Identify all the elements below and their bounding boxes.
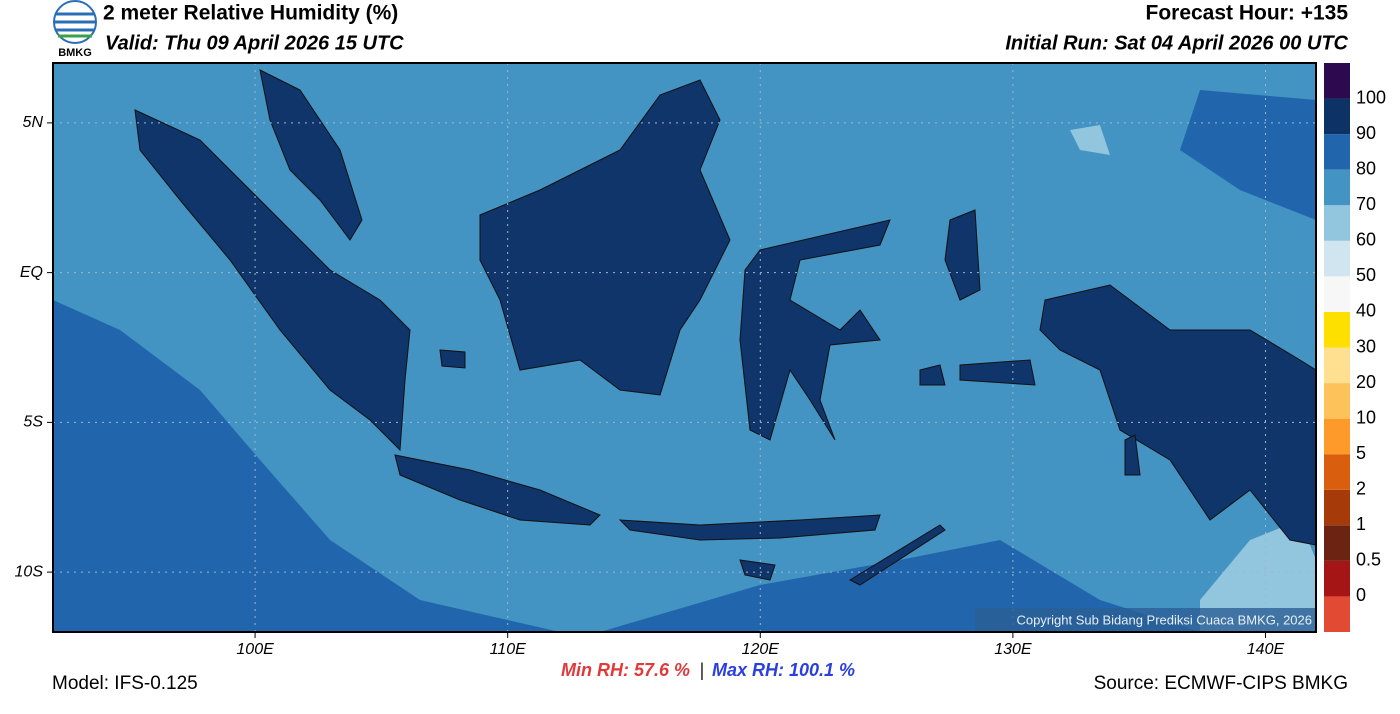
y-tick-label: EQ	[20, 264, 43, 281]
colorbar-label: 2	[1356, 479, 1366, 499]
initial-run: Initial Run: Sat 04 April 2026 00 UTC	[1005, 32, 1348, 54]
y-tick-label: 10S	[15, 563, 44, 580]
colorbar-label: 30	[1356, 336, 1376, 356]
land	[848, 524, 946, 586]
colorbar-label: 50	[1356, 265, 1376, 285]
colorbar-label: 1	[1356, 514, 1366, 534]
colorbar-label: 70	[1356, 194, 1376, 214]
map: Copyright Sub Bidang Prediksi Cuaca BMKG…	[47, 62, 1317, 638]
title: 2 meter Relative Humidity (%)	[103, 2, 398, 25]
colorbar-label: 0.5	[1356, 550, 1381, 570]
map-frame	[52, 62, 1317, 633]
x-tick-label: 130E	[994, 641, 1032, 658]
copyright-box	[975, 608, 1316, 632]
max-rh: Max RH: 100.1 %	[712, 660, 855, 680]
colorbar-swatch	[1324, 418, 1350, 455]
y-tick-label: 5N	[23, 114, 44, 131]
x-tick-label: 100E	[236, 641, 274, 658]
colorbar-swatch	[1324, 63, 1350, 99]
logo: BMKG	[53, 0, 97, 59]
colorbar-label: 5	[1356, 443, 1366, 463]
y-tick-label: 5S	[23, 414, 43, 431]
min-rh: Min RH: 57.6 %	[561, 660, 690, 680]
dry-area	[1200, 520, 1316, 632]
source: Source: ECMWF-CIPS BMKG	[1094, 673, 1348, 694]
colorbar: 0 0.5 1 2 5 10 20 30 40 50 60 70 80 90 100	[1324, 63, 1386, 632]
colorbar-swatch	[1324, 169, 1350, 206]
humid-area	[53, 300, 560, 632]
land	[944, 209, 981, 301]
x-tick-label: 140E	[1247, 641, 1285, 658]
colorbar-label: 90	[1356, 123, 1376, 143]
colorbar-swatch	[1324, 489, 1350, 526]
land	[439, 349, 1141, 581]
land	[739, 219, 891, 441]
colorbar-label: 80	[1356, 158, 1376, 178]
land	[134, 109, 411, 452]
land	[479, 79, 731, 396]
logo-text: BMKG	[58, 47, 92, 59]
colorbar-swatch	[1324, 454, 1350, 490]
land	[1039, 284, 1317, 546]
colorbar-swatch	[1324, 276, 1350, 312]
colorbar-swatch	[1324, 240, 1350, 277]
colorbar-label: 100	[1356, 87, 1386, 107]
dry-area	[1070, 125, 1110, 155]
separator: |	[700, 660, 705, 680]
colorbar-swatch	[1324, 560, 1350, 597]
valid-time: Valid: Thu 09 April 2026 15 UTC	[105, 32, 404, 54]
colorbar-swatch	[1324, 383, 1350, 419]
forecast-hour: Forecast Hour: +135	[1146, 2, 1349, 25]
colorbar-label: 40	[1356, 301, 1376, 321]
x-tick-label: 110E	[490, 641, 527, 658]
colorbar-swatch	[1324, 525, 1350, 561]
colorbar-label: 0	[1356, 585, 1366, 605]
land	[618, 514, 881, 541]
humid-area	[1180, 90, 1316, 220]
colorbar-swatch	[1324, 311, 1350, 348]
colorbar-swatch	[1324, 134, 1350, 170]
colorbar-label: 20	[1356, 372, 1376, 392]
colorbar-swatch	[1324, 205, 1350, 241]
x-tick-label: 120E	[742, 641, 780, 658]
colorbar-swatch	[1324, 347, 1350, 384]
colorbar-swatch	[1324, 596, 1350, 632]
copyright: Copyright Sub Bidang Prediksi Cuaca BMKG…	[1016, 612, 1312, 627]
land	[394, 454, 601, 526]
colorbar-label: 10	[1356, 407, 1376, 427]
colorbar-swatch	[1324, 98, 1350, 135]
colorbar-label: 60	[1356, 230, 1376, 250]
model: Model: IFS-0.125	[52, 673, 198, 694]
land	[259, 69, 363, 241]
